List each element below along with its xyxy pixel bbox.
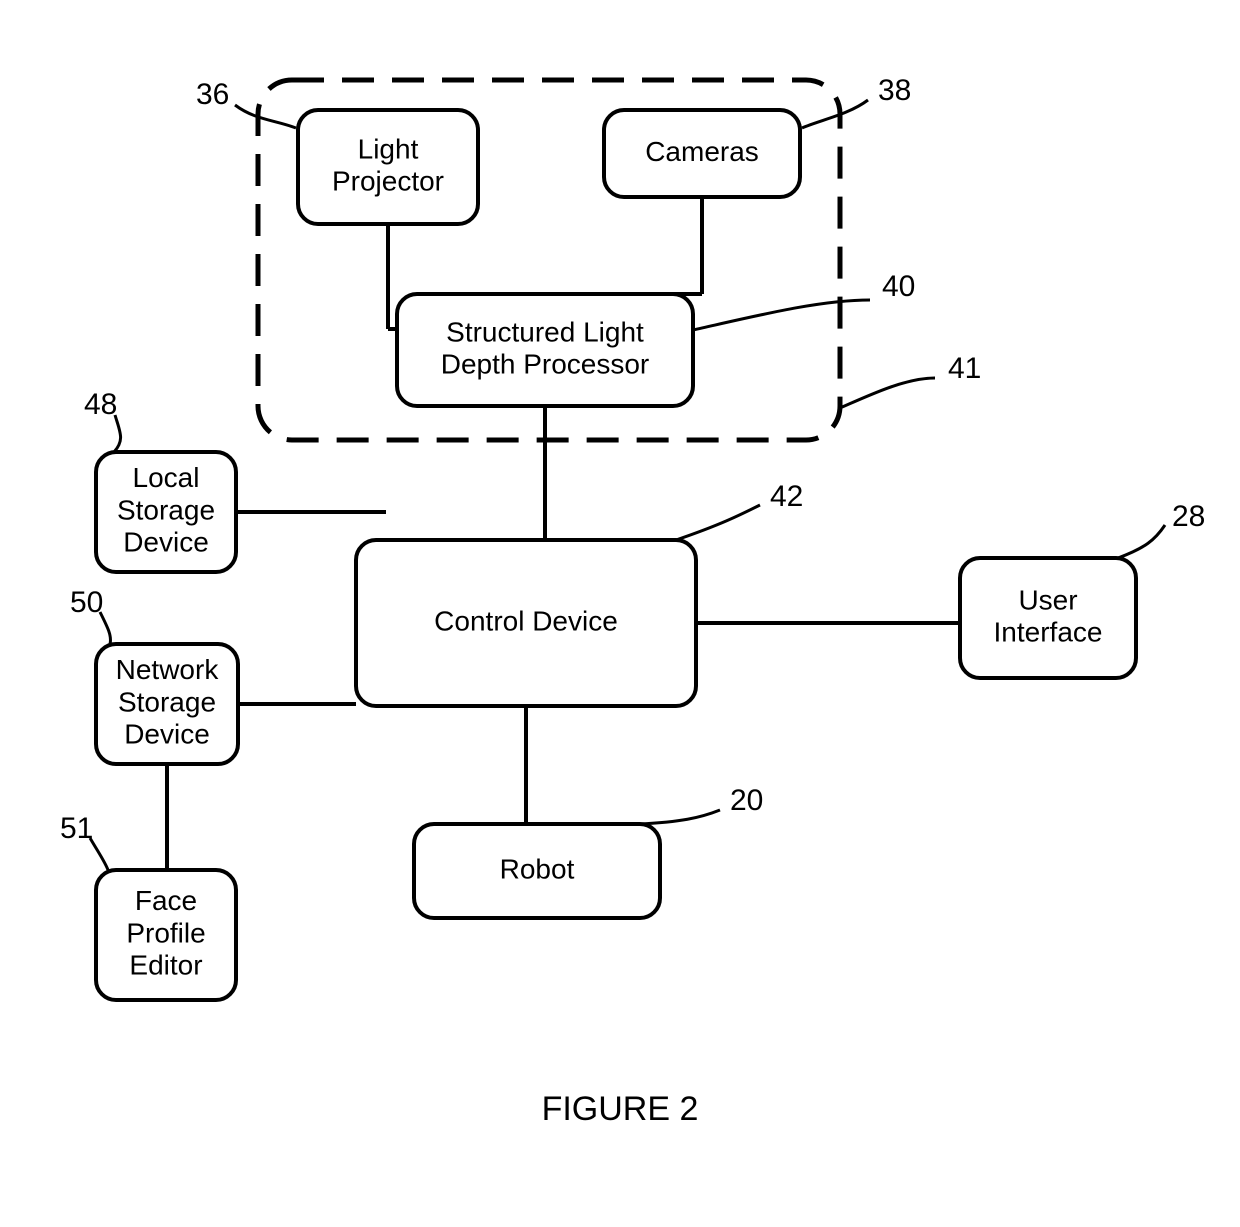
user-interface-box: UserInterface <box>960 558 1136 678</box>
control-device-box-label: Control Device <box>434 605 618 636</box>
ref-48: 48 <box>84 388 117 421</box>
ref-38: 38 <box>878 74 911 107</box>
network-storage-box: NetworkStorageDevice <box>96 644 238 764</box>
ref-28: 28 <box>1172 500 1205 533</box>
cameras-box-label: Cameras <box>645 136 759 167</box>
ref-41: 41 <box>948 352 981 385</box>
figure-caption: FIGURE 2 <box>542 1090 699 1128</box>
ref-40: 40 <box>882 270 915 303</box>
local-storage-box-label: Device <box>123 527 209 558</box>
local-storage-box-label: Storage <box>117 494 215 525</box>
network-storage-box-label: Device <box>124 719 210 750</box>
ref-50: 50 <box>70 586 103 619</box>
robot-box: Robot <box>414 824 660 918</box>
face-profile-editor-box-label: Face <box>135 885 197 916</box>
face-profile-editor-box-label: Editor <box>129 950 202 981</box>
ref-20: 20 <box>730 784 763 817</box>
face-profile-editor-box: FaceProfileEditor <box>96 870 236 1000</box>
ref-36: 36 <box>196 78 229 111</box>
control-device-box: Control Device <box>356 540 696 706</box>
ref-42: 42 <box>770 480 803 513</box>
sld-processor-box-label: Depth Processor <box>441 348 650 379</box>
ref-51: 51 <box>60 812 93 845</box>
cameras-box: Cameras <box>604 110 800 197</box>
user-interface-box-label: Interface <box>994 616 1103 647</box>
light-projector-box: LightProjector <box>298 110 478 224</box>
user-interface-box-label: User <box>1018 584 1077 615</box>
local-storage-box-label: Local <box>133 462 200 493</box>
light-projector-box-label: Projector <box>332 165 444 196</box>
sld-processor-box: Structured LightDepth Processor <box>397 294 693 406</box>
local-storage-box: LocalStorageDevice <box>96 452 236 572</box>
face-profile-editor-box-label: Profile <box>126 917 205 948</box>
robot-box-label: Robot <box>500 853 575 884</box>
network-storage-box-label: Storage <box>118 686 216 717</box>
network-storage-box-label: Network <box>116 654 220 685</box>
sld-processor-box-label: Structured Light <box>446 316 644 347</box>
light-projector-box-label: Light <box>358 133 419 164</box>
